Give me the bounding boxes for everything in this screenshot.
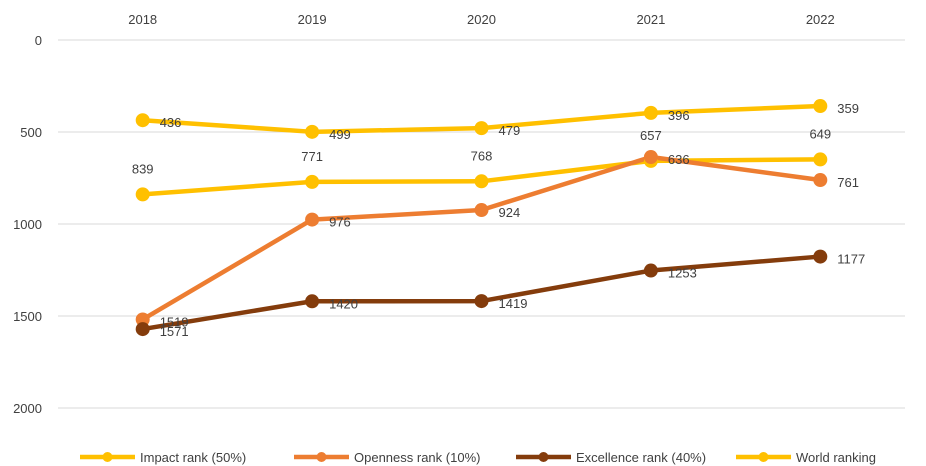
series-line [140,254,823,332]
data-label: 1519 [160,314,189,329]
data-label: 657 [640,128,662,143]
data-label: 1253 [668,266,697,281]
data-point [135,312,150,327]
legend-label: Openness rank (10%) [354,450,480,465]
data-point [474,294,489,309]
data-label: 976 [329,215,351,230]
data-label: 359 [837,101,859,116]
data-point [305,212,320,227]
data-point [813,152,828,167]
data-point [813,249,828,264]
series-points [135,99,828,337]
legend-label: World ranking [796,450,876,465]
data-label: 396 [668,108,690,123]
data-point [474,174,489,189]
x-tick-label: 2018 [128,12,157,27]
data-label: 1420 [329,296,358,311]
data-label: 499 [329,127,351,142]
legend-label: Excellence rank (40%) [576,450,706,465]
data-label: 636 [668,152,690,167]
data-point [305,124,320,139]
data-label: 479 [499,123,521,138]
y-tick-label: 500 [20,125,42,140]
y-tick-label: 0 [35,33,42,48]
data-point [643,105,658,120]
data-label: 761 [837,175,859,190]
data-label: 1177 [837,252,865,267]
y-axis-ticks: 0 500 1000 1500 2000 [13,33,42,416]
gridlines [58,39,905,409]
legend-swatch-marker [538,452,549,462]
data-label: 649 [809,126,831,141]
data-label: 1571 [160,324,189,339]
data-point [305,294,320,309]
data-labels: 436 499 479 396 359 1519 976 924 636 761 1571 1420 1… [132,101,865,339]
data-label: 1419 [499,296,528,311]
data-point [135,113,150,128]
data-label: 436 [160,115,182,130]
data-label: 771 [301,149,323,164]
x-tick-label: 2020 [467,12,496,27]
legend-swatch-marker [102,452,113,462]
data-point [643,263,658,278]
data-point [643,150,658,165]
x-tick-label: 2022 [806,12,835,27]
data-label: 768 [471,148,493,163]
legend-swatch-marker [316,452,327,462]
legend-label: Impact rank (50%) [140,450,246,465]
legend: Impact rank (50%) Openness rank (10%) Exce… [80,450,876,465]
y-tick-label: 1000 [13,217,42,232]
x-axis-ticks: 2018 2019 2020 2021 2022 [128,12,835,27]
y-tick-label: 2000 [13,401,42,416]
data-point [305,174,320,189]
x-tick-label: 2019 [298,12,327,27]
x-tick-label: 2021 [636,12,665,27]
data-point [813,99,828,114]
data-label: 924 [499,205,521,220]
y-tick-label: 1500 [13,309,42,324]
data-point [813,173,828,188]
data-point [474,121,489,136]
legend-swatch-marker [758,452,769,462]
data-point [474,203,489,218]
data-point [135,187,150,202]
data-label: 839 [132,161,154,176]
data-point [135,322,150,337]
